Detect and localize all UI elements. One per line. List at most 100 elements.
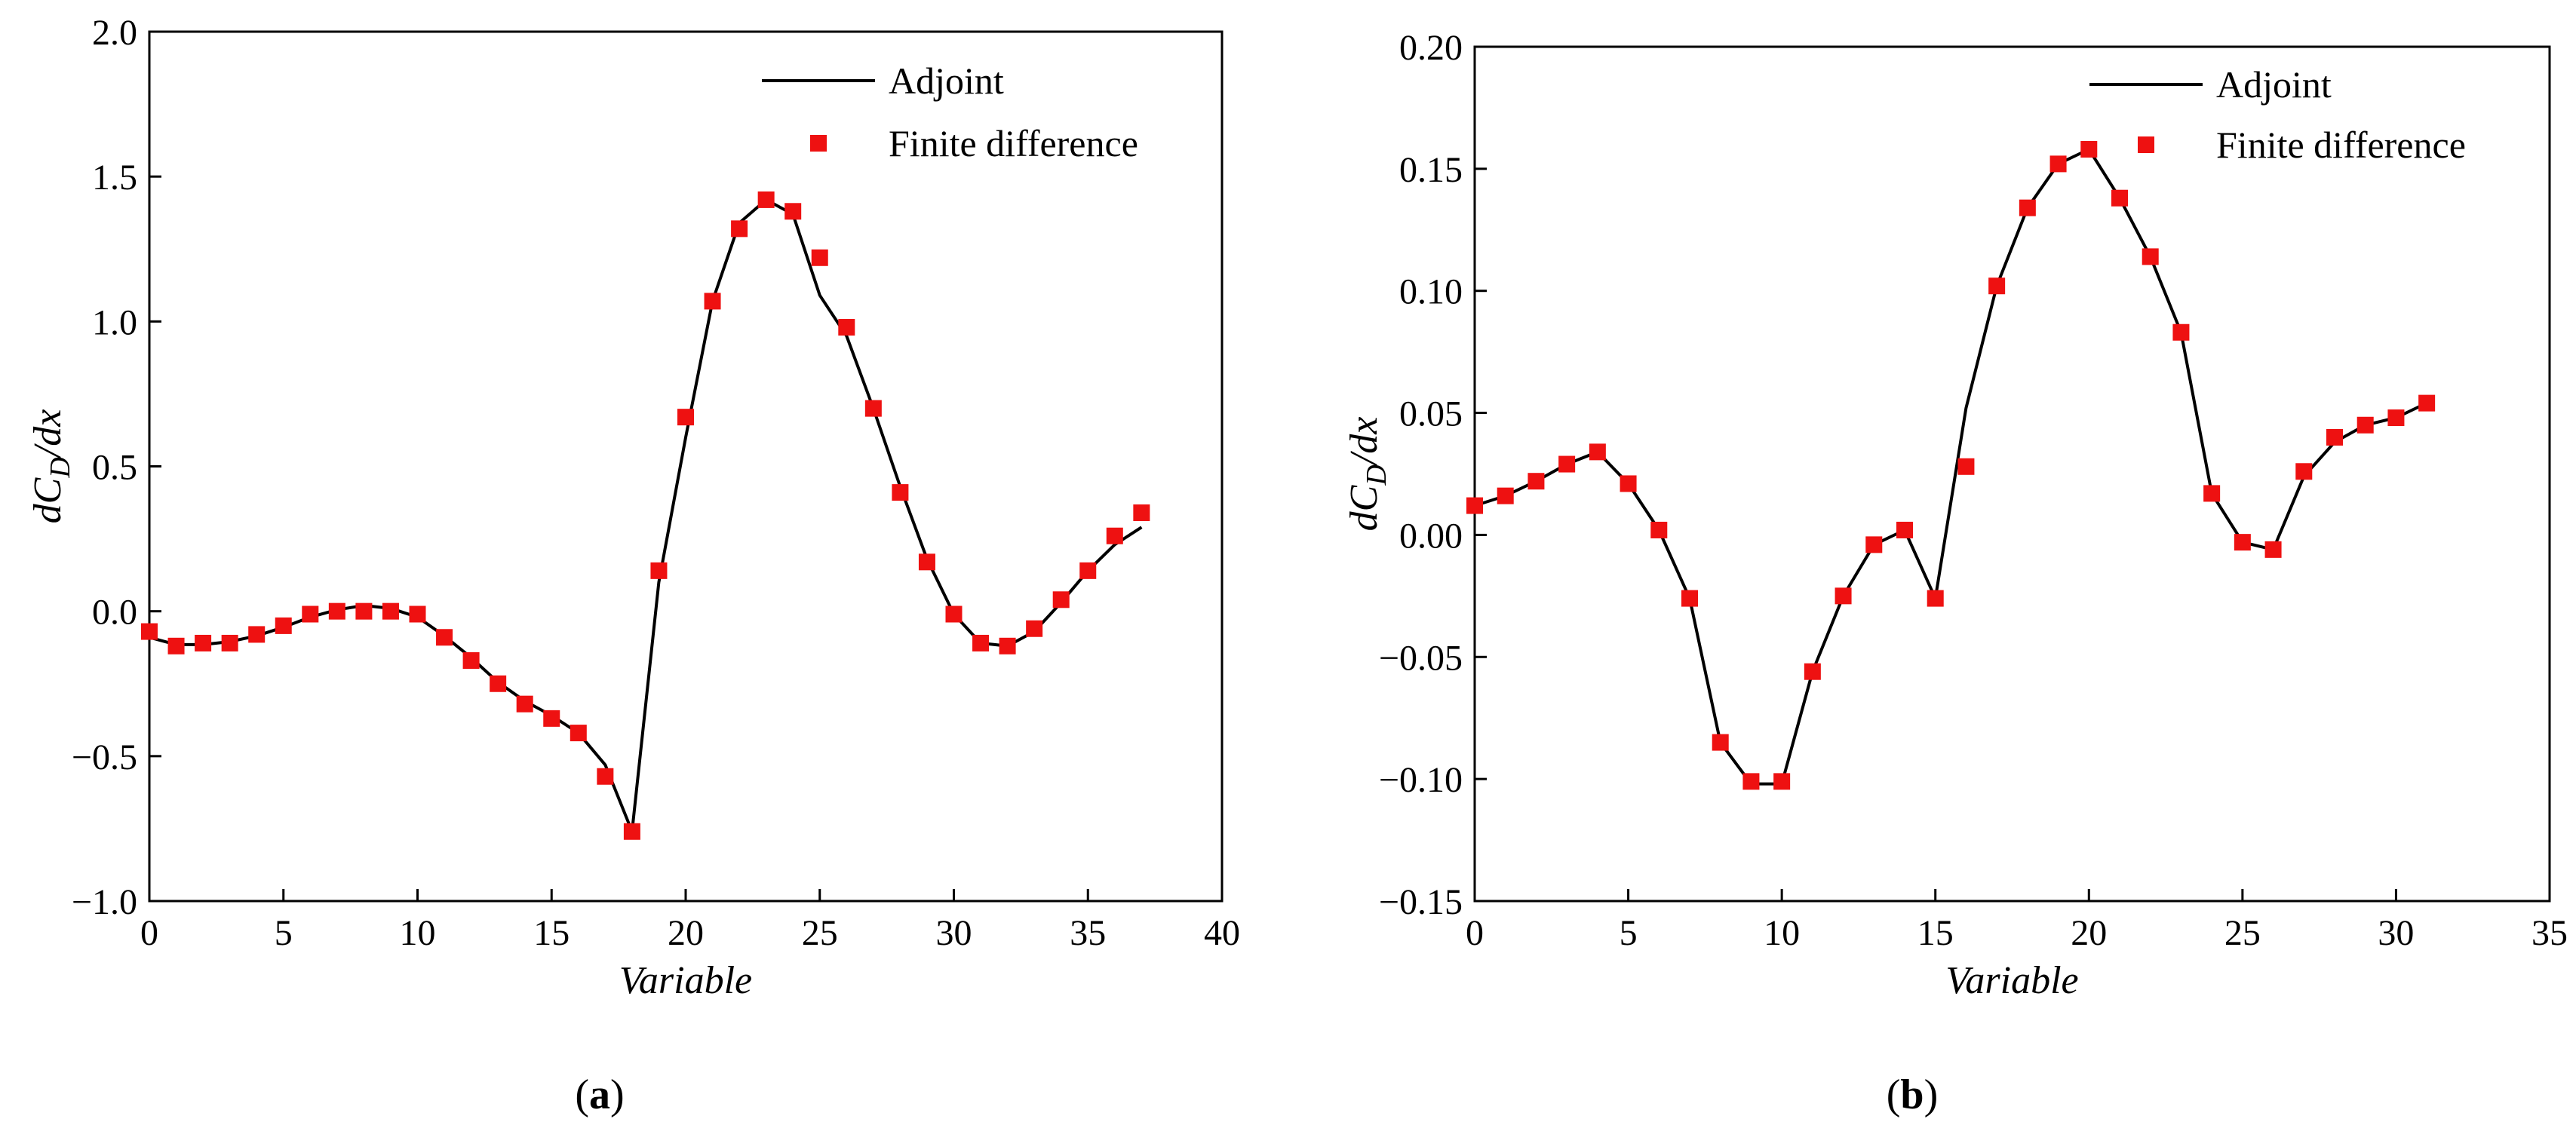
y-tick-label: 0.00	[1399, 516, 1463, 556]
chart-panel-b: 0 5 10 15 20 25 30 35 −0.15 −0.10 −0.05 0.00 0.05 0.1…	[1343, 28, 2568, 1002]
x-tick-label: 35	[1070, 913, 1106, 953]
x-tick-label: 15	[533, 913, 570, 953]
y-tick-label: 0.15	[1399, 150, 1463, 190]
caption-b: (b)	[1887, 1071, 1938, 1118]
data-point-finite-difference	[918, 553, 935, 571]
y-axis-label: dCD/dx	[26, 409, 76, 524]
data-point-finite-difference	[1079, 562, 1097, 579]
data-point-finite-difference	[275, 617, 292, 634]
data-point-finite-difference	[784, 203, 802, 220]
y-tick-label: −0.05	[1379, 638, 1463, 678]
data-point-finite-difference	[382, 602, 399, 620]
x-tick-label: 20	[2071, 913, 2107, 953]
data-point-finite-difference	[2019, 199, 2036, 216]
data-point-finite-difference	[1026, 620, 1043, 637]
data-point-finite-difference	[1527, 473, 1545, 490]
data-point-finite-difference	[570, 725, 587, 742]
data-point-finite-difference	[2356, 416, 2374, 434]
data-point-finite-difference	[2295, 463, 2313, 480]
y-axis-label-main: dC	[26, 477, 69, 523]
plot-frame	[1473, 45, 2551, 903]
series-line-adjoint	[1474, 148, 2427, 786]
data-point-finite-difference	[1927, 590, 1944, 607]
x-tick-label: 10	[1764, 913, 1800, 953]
legend-label-finite-difference: Finite difference	[2216, 124, 2466, 166]
data-point-finite-difference	[1742, 773, 1760, 790]
data-point-finite-difference	[409, 605, 426, 623]
y-axis-label: dCD/dx	[1343, 417, 1392, 532]
x-tick-label: 30	[2378, 913, 2414, 953]
x-tick-label: 0	[1466, 913, 1484, 953]
y-tick-label: 0.05	[1399, 394, 1463, 434]
x-tick-label: 25	[2224, 913, 2261, 953]
data-point-finite-difference	[1712, 734, 1729, 751]
data-point-finite-difference	[1620, 475, 1637, 492]
y-tick-label: −0.5	[72, 737, 137, 777]
y-axis-label-subscript: D	[1361, 464, 1392, 486]
data-point-finite-difference	[141, 623, 158, 640]
data-point-finite-difference	[2172, 323, 2190, 341]
data-point-finite-difference	[1052, 591, 1070, 608]
data-point-finite-difference	[1589, 443, 1606, 461]
data-point-finite-difference	[355, 602, 373, 620]
y-tick-label: 0.10	[1399, 272, 1463, 312]
x-axis-label: Variable	[619, 959, 752, 1002]
data-point-finite-difference	[677, 409, 694, 426]
data-point-finite-difference	[1106, 527, 1123, 544]
data-point-finite-difference	[597, 768, 614, 785]
data-point-finite-difference	[2203, 485, 2221, 502]
x-tick-label: 30	[936, 913, 972, 953]
data-point-finite-difference	[543, 710, 560, 727]
data-point-finite-difference	[757, 191, 775, 208]
legend: Adjoint Finite difference	[762, 60, 1138, 164]
data-point-finite-difference	[1896, 521, 1913, 538]
series-line-adjoint	[149, 198, 1143, 833]
data-point-finite-difference	[1650, 521, 1668, 538]
x-tick-label: 15	[1917, 913, 1954, 953]
data-point-finite-difference	[2049, 155, 2067, 173]
y-tick-label: 0.5	[92, 448, 137, 488]
series-markers-finite-difference	[1466, 140, 2436, 790]
x-tick-label: 40	[1204, 913, 1240, 953]
data-point-finite-difference	[2080, 140, 2098, 158]
data-point-finite-difference	[1133, 504, 1150, 521]
data-point-finite-difference	[945, 605, 963, 623]
legend-label-adjoint: Adjoint	[889, 60, 1004, 102]
data-point-finite-difference	[1865, 536, 1883, 553]
data-point-finite-difference	[516, 695, 533, 713]
data-point-finite-difference	[811, 249, 828, 266]
data-point-finite-difference	[731, 220, 748, 238]
data-point-finite-difference	[167, 637, 185, 654]
data-point-finite-difference	[490, 675, 507, 692]
legend-label-finite-difference: Finite difference	[889, 122, 1138, 164]
y-tick-label: 2.0	[92, 13, 137, 53]
data-point-finite-difference	[2387, 409, 2405, 427]
data-point-finite-difference	[195, 634, 212, 651]
y-axis-label-main: dC	[1343, 484, 1386, 531]
data-point-finite-difference	[1957, 458, 1975, 475]
data-point-finite-difference	[864, 400, 882, 417]
y-tick-label: 0.0	[92, 593, 137, 633]
data-point-finite-difference	[221, 634, 238, 651]
x-tick-label: 10	[400, 913, 436, 953]
data-point-finite-difference	[972, 634, 990, 651]
y-axis-label-subscript: D	[45, 457, 76, 478]
data-point-finite-difference	[838, 319, 855, 336]
caption-a: (a)	[575, 1071, 624, 1118]
x-tick-label: 20	[668, 913, 704, 953]
data-point-finite-difference	[1497, 487, 1514, 504]
legend-marker-swatch	[2138, 136, 2154, 153]
data-point-finite-difference	[1681, 590, 1698, 607]
data-point-finite-difference	[248, 626, 266, 643]
data-point-finite-difference	[623, 823, 640, 840]
data-point-finite-difference	[999, 637, 1016, 654]
x-tick-label: 0	[140, 913, 158, 953]
data-point-finite-difference	[1804, 663, 1821, 680]
data-point-finite-difference	[2234, 534, 2251, 551]
data-point-finite-difference	[1988, 277, 2006, 295]
y-tick-label: −0.10	[1379, 760, 1463, 800]
y-axis-label-rest: /dx	[1343, 417, 1386, 467]
data-point-finite-difference	[2264, 541, 2282, 558]
data-point-finite-difference	[2111, 189, 2128, 207]
